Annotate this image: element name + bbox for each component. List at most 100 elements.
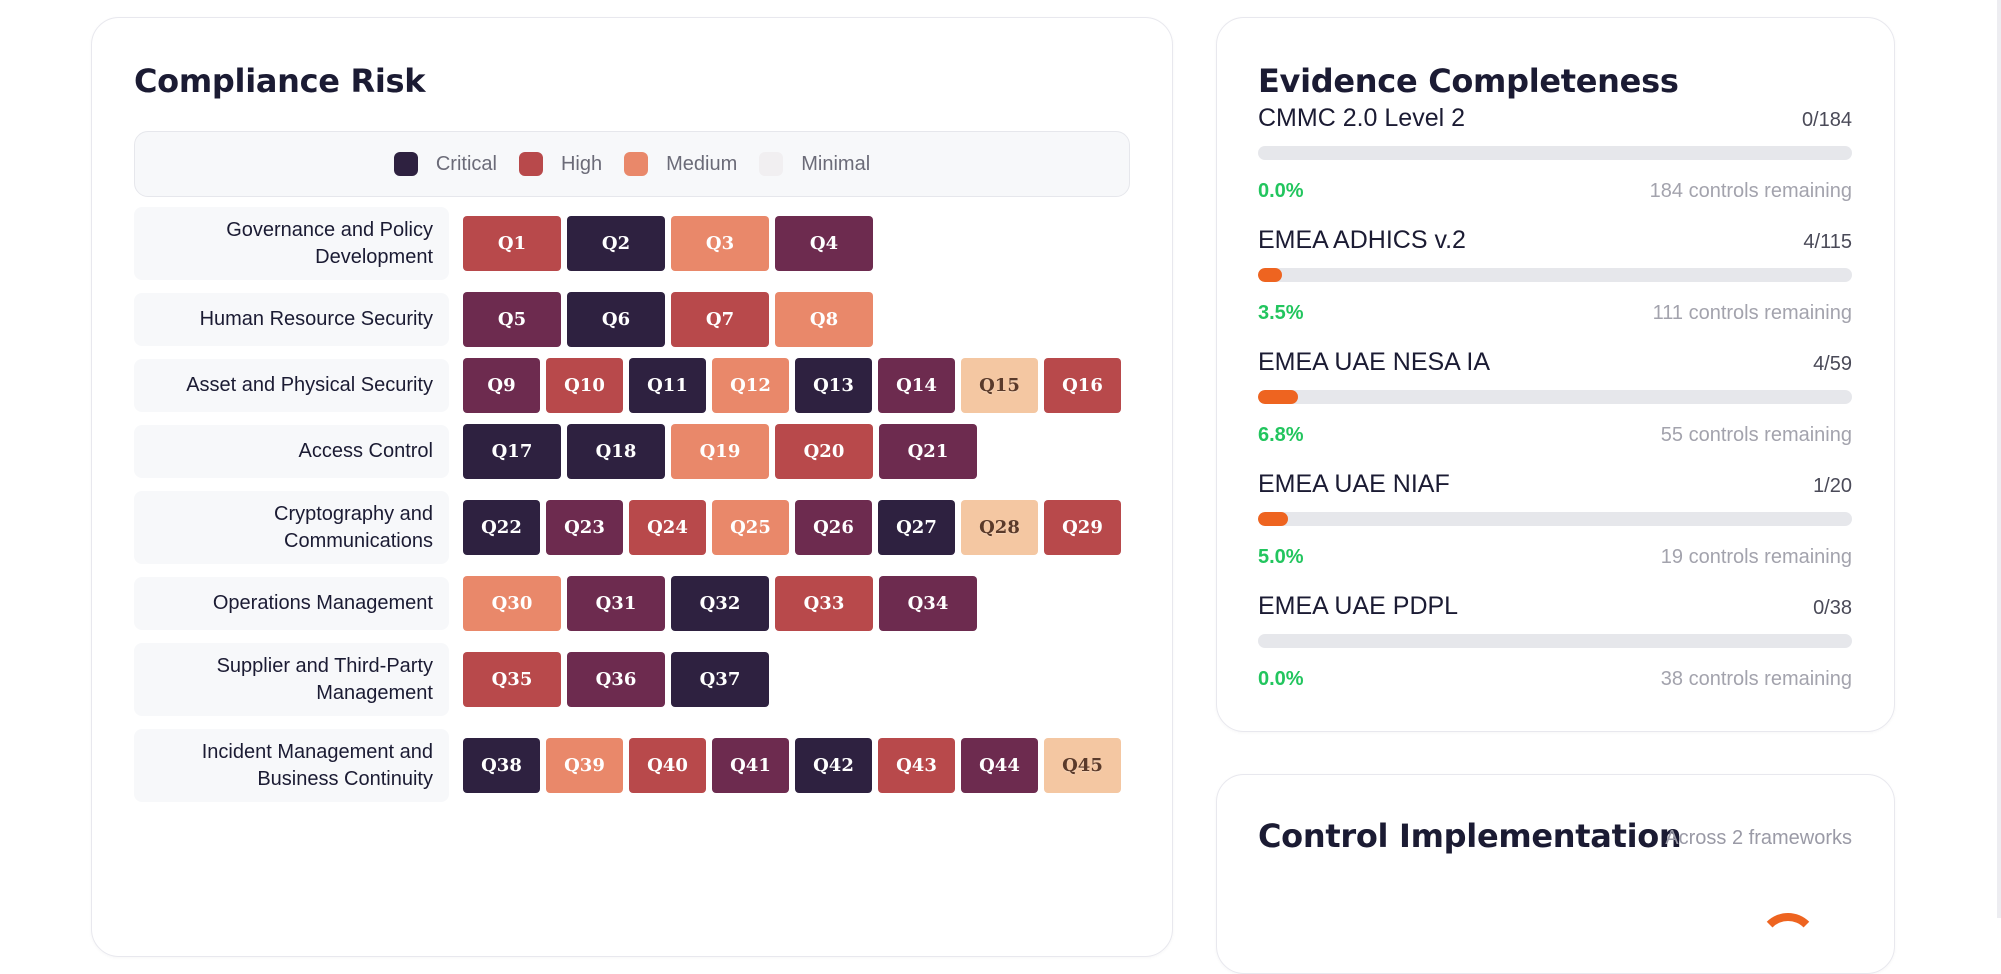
risk-cell[interactable]: Q20 <box>775 424 873 479</box>
risk-cell[interactable]: Q45 <box>1044 738 1121 793</box>
risk-cell[interactable]: Q37 <box>671 652 769 707</box>
risk-cell[interactable]: Q6 <box>567 292 665 347</box>
page-scrollbar[interactable] <box>1997 0 2001 918</box>
risk-cell[interactable]: Q12 <box>712 358 789 413</box>
risk-cell[interactable]: Q22 <box>463 500 540 555</box>
legend-swatch-high <box>518 152 543 176</box>
risk-cell[interactable]: Q25 <box>712 500 789 555</box>
risk-row-cells: Q1 Q2 Q3 Q4 <box>463 216 873 271</box>
risk-cell[interactable]: Q16 <box>1044 358 1121 413</box>
risk-cell[interactable]: Q2 <box>567 216 665 271</box>
risk-cell[interactable]: Q5 <box>463 292 561 347</box>
risk-cell[interactable]: Q43 <box>878 738 955 793</box>
control-implementation-title: Control Implementation <box>1258 817 1682 855</box>
risk-row: Incident Management and Business Continu… <box>134 729 1134 802</box>
risk-row-cells: Q22 Q23 Q24 Q25 Q26 Q27 Q28 Q29 <box>463 500 1121 555</box>
risk-row: Human Resource Security Q5 Q6 Q7 Q8 <box>134 292 1134 347</box>
risk-cell[interactable]: Q1 <box>463 216 561 271</box>
risk-cell[interactable]: Q40 <box>629 738 706 793</box>
risk-cell[interactable]: Q23 <box>546 500 623 555</box>
risk-cell[interactable]: Q10 <box>546 358 623 413</box>
risk-cell[interactable]: Q33 <box>775 576 873 631</box>
framework-remaining: 38 controls remaining <box>1660 668 1852 690</box>
legend-item-minimal: Minimal <box>759 152 870 176</box>
framework-item: CMMC 2.0 Level 2 0/184 0.0% 184 controls re… <box>1258 104 1852 214</box>
framework-count: 0/184 <box>1801 109 1852 131</box>
control-implementation-card: Control Implementation Across 2 framewor… <box>1216 774 1895 974</box>
risk-cell[interactable]: Q24 <box>629 500 706 555</box>
legend-label-minimal: Minimal <box>801 152 871 175</box>
framework-progress-fill <box>1258 390 1299 404</box>
risk-row: Operations Management Q30 Q31 Q32 Q33 Q34 <box>134 576 1134 631</box>
risk-row-cells: Q17 Q18 Q19 Q20 Q21 <box>463 424 977 479</box>
compliance-risk-card: Compliance Risk Critical High Medium Min… <box>91 17 1173 957</box>
legend-swatch-critical <box>393 152 418 176</box>
framework-remaining: 19 controls remaining <box>1660 546 1852 568</box>
risk-cell[interactable]: Q28 <box>961 500 1038 555</box>
risk-cell[interactable]: Q26 <box>795 500 872 555</box>
risk-row: Access Control Q17 Q18 Q19 Q20 Q21 <box>134 424 1134 479</box>
risk-cell[interactable]: Q32 <box>671 576 769 631</box>
risk-row-cells: Q30 Q31 Q32 Q33 Q34 <box>463 576 977 631</box>
risk-cell[interactable]: Q29 <box>1044 500 1121 555</box>
risk-cell[interactable]: Q27 <box>878 500 955 555</box>
control-implementation-donut <box>1758 913 1818 973</box>
risk-cell[interactable]: Q7 <box>671 292 769 347</box>
risk-row-label: Cryptography and Communications <box>134 491 449 564</box>
risk-cell[interactable]: Q35 <box>463 652 561 707</box>
risk-cell[interactable]: Q19 <box>671 424 769 479</box>
legend-label-critical: Critical <box>435 152 497 175</box>
risk-cell[interactable]: Q8 <box>775 292 873 347</box>
risk-cell[interactable]: Q41 <box>712 738 789 793</box>
risk-cell[interactable]: Q36 <box>567 652 665 707</box>
risk-row-label: Governance and Policy Development <box>134 207 449 280</box>
legend-item-critical: Critical <box>393 152 497 176</box>
control-implementation-subtitle: Across 2 frameworks <box>1665 827 1852 849</box>
risk-cell[interactable]: Q31 <box>567 576 665 631</box>
framework-progress-track <box>1258 634 1852 648</box>
risk-cell[interactable]: Q13 <box>795 358 872 413</box>
risk-cell[interactable]: Q18 <box>567 424 665 479</box>
risk-cell[interactable]: Q3 <box>671 216 769 271</box>
risk-cell[interactable]: Q42 <box>795 738 872 793</box>
framework-remaining: 184 controls remaining <box>1649 180 1852 202</box>
framework-count: 0/38 <box>1813 597 1852 619</box>
risk-cell[interactable]: Q21 <box>879 424 977 479</box>
risk-cell[interactable]: Q30 <box>463 576 561 631</box>
risk-row-cells: Q9 Q10 Q11 Q12 Q13 Q14 Q15 Q16 <box>463 358 1121 413</box>
framework-count: 1/20 <box>1813 475 1852 497</box>
legend-item-high: High <box>518 152 602 176</box>
framework-percent: 6.8% <box>1258 424 1304 446</box>
risk-row: Asset and Physical Security Q9 Q10 Q11 Q12 Q1… <box>134 358 1134 413</box>
risk-cell[interactable]: Q11 <box>629 358 706 413</box>
risk-cell[interactable]: Q39 <box>546 738 623 793</box>
risk-row: Governance and Policy Development Q1 Q2 Q3 Q… <box>134 207 1134 280</box>
risk-row-cells: Q5 Q6 Q7 Q8 <box>463 292 873 347</box>
risk-cell[interactable]: Q15 <box>961 358 1038 413</box>
risk-cell[interactable]: Q17 <box>463 424 561 479</box>
framework-progress-track <box>1258 512 1852 526</box>
risk-cell[interactable]: Q34 <box>879 576 977 631</box>
risk-row-label: Human Resource Security <box>134 293 449 346</box>
framework-progress-fill <box>1258 512 1288 526</box>
risk-row-label: Operations Management <box>134 577 449 630</box>
framework-item: EMEA UAE PDPL 0/38 0.0% 38 controls remaini… <box>1258 592 1852 702</box>
framework-remaining: 55 controls remaining <box>1660 424 1852 446</box>
legend-swatch-medium <box>624 152 649 176</box>
risk-cell[interactable]: Q4 <box>775 216 873 271</box>
framework-percent: 0.0% <box>1258 668 1304 690</box>
risk-row: Supplier and Third-Party Management Q35 Q3… <box>134 643 1134 716</box>
risk-cell[interactable]: Q38 <box>463 738 540 793</box>
framework-progress-track <box>1258 390 1852 404</box>
risk-cell[interactable]: Q14 <box>878 358 955 413</box>
framework-count: 4/115 <box>1803 231 1852 253</box>
framework-item: EMEA UAE NIAF 1/20 5.0% 19 controls remaini… <box>1258 470 1852 580</box>
framework-percent: 5.0% <box>1258 546 1304 568</box>
risk-cell[interactable]: Q9 <box>463 358 540 413</box>
legend-item-medium: Medium <box>624 152 737 176</box>
risk-row-label: Supplier and Third-Party Management <box>134 643 449 716</box>
risk-cell[interactable]: Q44 <box>961 738 1038 793</box>
risk-row-label: Access Control <box>134 425 449 478</box>
risk-row: Cryptography and Communications Q22 Q23 Q24… <box>134 491 1134 564</box>
framework-item: EMEA ADHICS v.2 4/115 3.5% 111 controls rem… <box>1258 226 1852 336</box>
